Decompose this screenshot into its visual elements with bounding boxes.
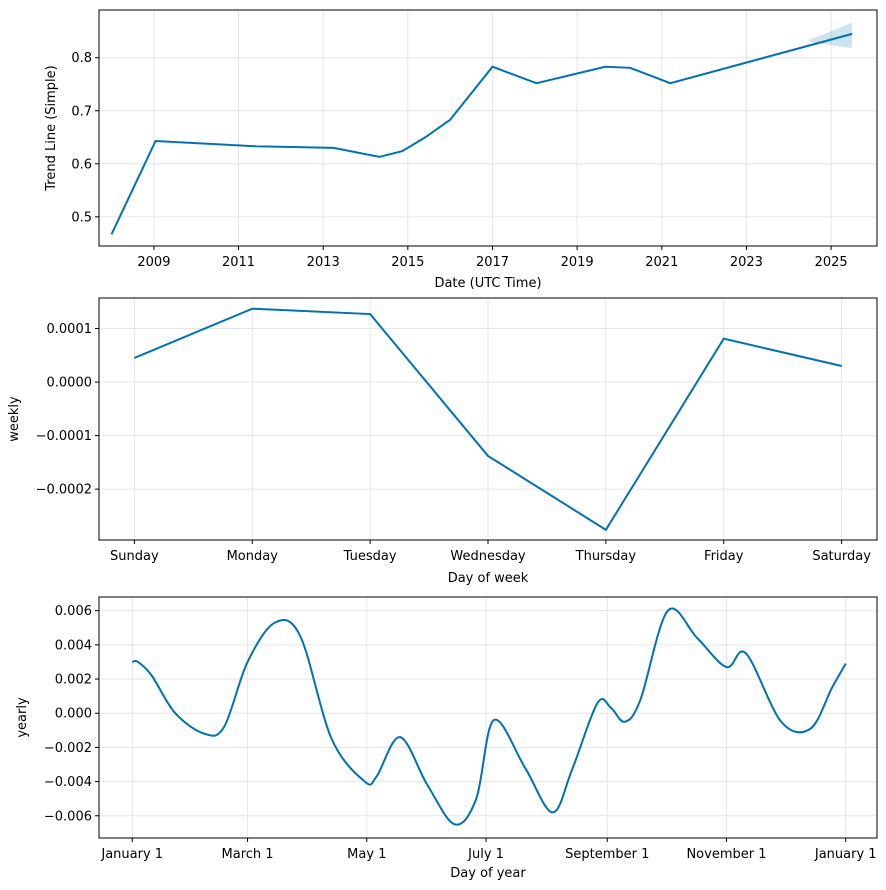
x-tick-label: 2011 <box>222 255 255 270</box>
x-tick-label: Tuesday <box>343 549 397 564</box>
y-axis-label: weekly <box>7 396 22 442</box>
x-tick-label: May 1 <box>347 847 386 862</box>
x-tick-label: January 1 <box>814 847 877 862</box>
x-axis-label: Day of year <box>450 866 526 881</box>
x-tick-label: 2013 <box>307 255 340 270</box>
y-tick-label: 0.5 <box>71 210 92 225</box>
x-tick-label: Saturday <box>812 549 871 564</box>
x-tick-label: Sunday <box>110 549 159 564</box>
x-tick-label: Thursday <box>575 549 637 564</box>
weekly-panel: 0.0001 0.0000 −0.0001 −0.0002 weekly Sunday Mo… <box>7 297 878 586</box>
trend-line <box>110 32 853 235</box>
x-tick-label: 2023 <box>730 255 763 270</box>
x-axis-label: Date (UTC Time) <box>434 276 541 291</box>
x-tick-label: Wednesday <box>450 549 526 564</box>
y-tick-label: −0.006 <box>44 809 92 824</box>
axes-frame <box>98 9 878 247</box>
x-tick-label: Monday <box>227 549 279 564</box>
y-axis-label: Trend Line (Simple) <box>44 65 59 191</box>
x-tick-label: January 1 <box>100 847 163 862</box>
axes-frame <box>98 297 878 541</box>
y-tick-label: 0.0001 <box>47 322 93 337</box>
y-tick-label: 0.002 <box>55 673 92 688</box>
x-axis-label: Day of week <box>448 571 529 586</box>
y-tick-label: 0.8 <box>71 51 92 66</box>
x-tick-label: 2019 <box>561 255 594 270</box>
x-tick-label: Friday <box>704 549 744 564</box>
y-tick-label: 0.0000 <box>47 376 93 391</box>
yearly-line <box>132 607 847 826</box>
x-tick-label: September 1 <box>565 847 649 862</box>
y-tick-label: 0.004 <box>55 638 92 653</box>
y-tick-label: 0.6 <box>71 157 92 172</box>
weekly-line <box>133 307 842 532</box>
y-tick-label: −0.0002 <box>36 483 92 498</box>
x-tick-label: July 1 <box>467 847 504 862</box>
x-tick-label: 2017 <box>476 255 509 270</box>
y-axis-label: yearly <box>15 697 30 738</box>
x-tick-label: 2009 <box>137 255 170 270</box>
axes-frame <box>98 596 878 839</box>
x-tick-label: 2015 <box>391 255 424 270</box>
x-tick-label: November 1 <box>686 847 766 862</box>
trend-panel: 0.5 0.6 0.7 0.8 Trend Line (Simple) 2009 2011 2… <box>44 9 878 291</box>
x-tick-label: 2021 <box>645 255 678 270</box>
y-tick-label: 0.000 <box>55 707 92 722</box>
x-tick-label: March 1 <box>222 847 274 862</box>
x-tick-label: 2025 <box>815 255 848 270</box>
y-tick-label: −0.004 <box>44 775 92 790</box>
y-tick-label: −0.0001 <box>36 429 92 444</box>
y-tick-label: 0.7 <box>71 104 92 119</box>
y-tick-label: 0.006 <box>55 604 92 619</box>
y-tick-label: −0.002 <box>44 741 92 756</box>
yearly-panel: 0.006 0.004 0.002 0.000 −0.002 −0.004 −0.006 ye… <box>15 596 878 881</box>
